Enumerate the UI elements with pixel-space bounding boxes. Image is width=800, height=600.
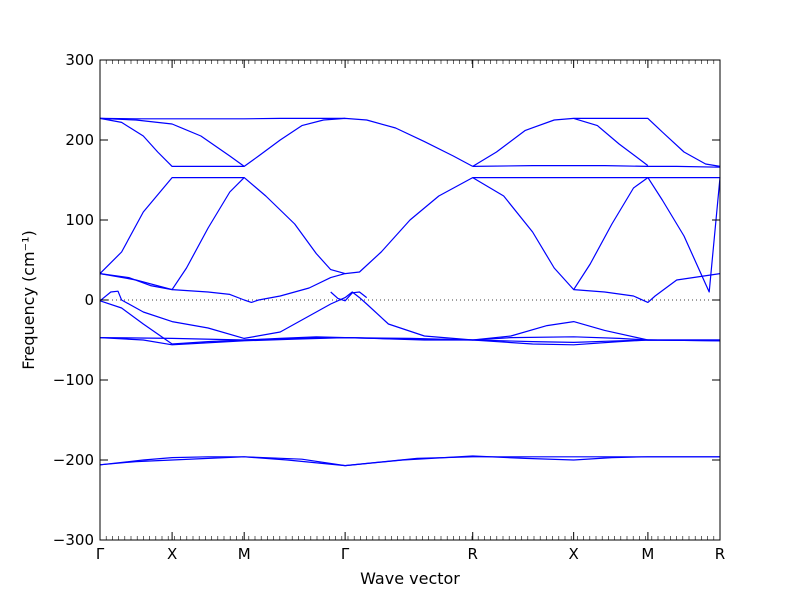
band-line-7	[99, 177, 720, 291]
band-line-16	[330, 291, 368, 302]
band-line-3	[99, 117, 245, 167]
band-line-2	[99, 117, 473, 167]
x-tick-label: X	[569, 545, 579, 563]
y-tick-label: 200	[65, 131, 94, 149]
x-tick-label: X	[167, 545, 177, 563]
x-tick-label: M	[238, 545, 251, 563]
y-tick-label: −200	[53, 451, 94, 469]
plot-frame	[99, 59, 721, 541]
band-line-10	[99, 273, 346, 303]
y-axis-label: Frequency (cm⁻¹)	[19, 230, 38, 369]
band-line-15	[99, 337, 721, 346]
y-tick-label: 300	[65, 51, 94, 69]
y-tick-label: 0	[84, 291, 94, 309]
band-line-11	[573, 273, 721, 303]
y-tick-label: 100	[65, 211, 94, 229]
band-line-18	[99, 456, 720, 467]
x-tick-label: M	[641, 545, 654, 563]
band-line-9	[472, 177, 721, 293]
x-axis-label: Wave vector	[360, 569, 460, 588]
band-line-6	[573, 117, 649, 167]
x-tick-label: R	[468, 545, 478, 563]
band-series-layer	[99, 117, 721, 467]
band-line-5	[472, 165, 721, 168]
x-tick-label: Γ	[341, 545, 350, 563]
x-tick-label: Γ	[96, 545, 105, 563]
band-line-12	[99, 290, 720, 341]
y-tick-label: −100	[53, 371, 94, 389]
x-tick-label: R	[715, 545, 725, 563]
band-line-4	[472, 117, 721, 167]
y-tick-label: −300	[53, 531, 94, 549]
